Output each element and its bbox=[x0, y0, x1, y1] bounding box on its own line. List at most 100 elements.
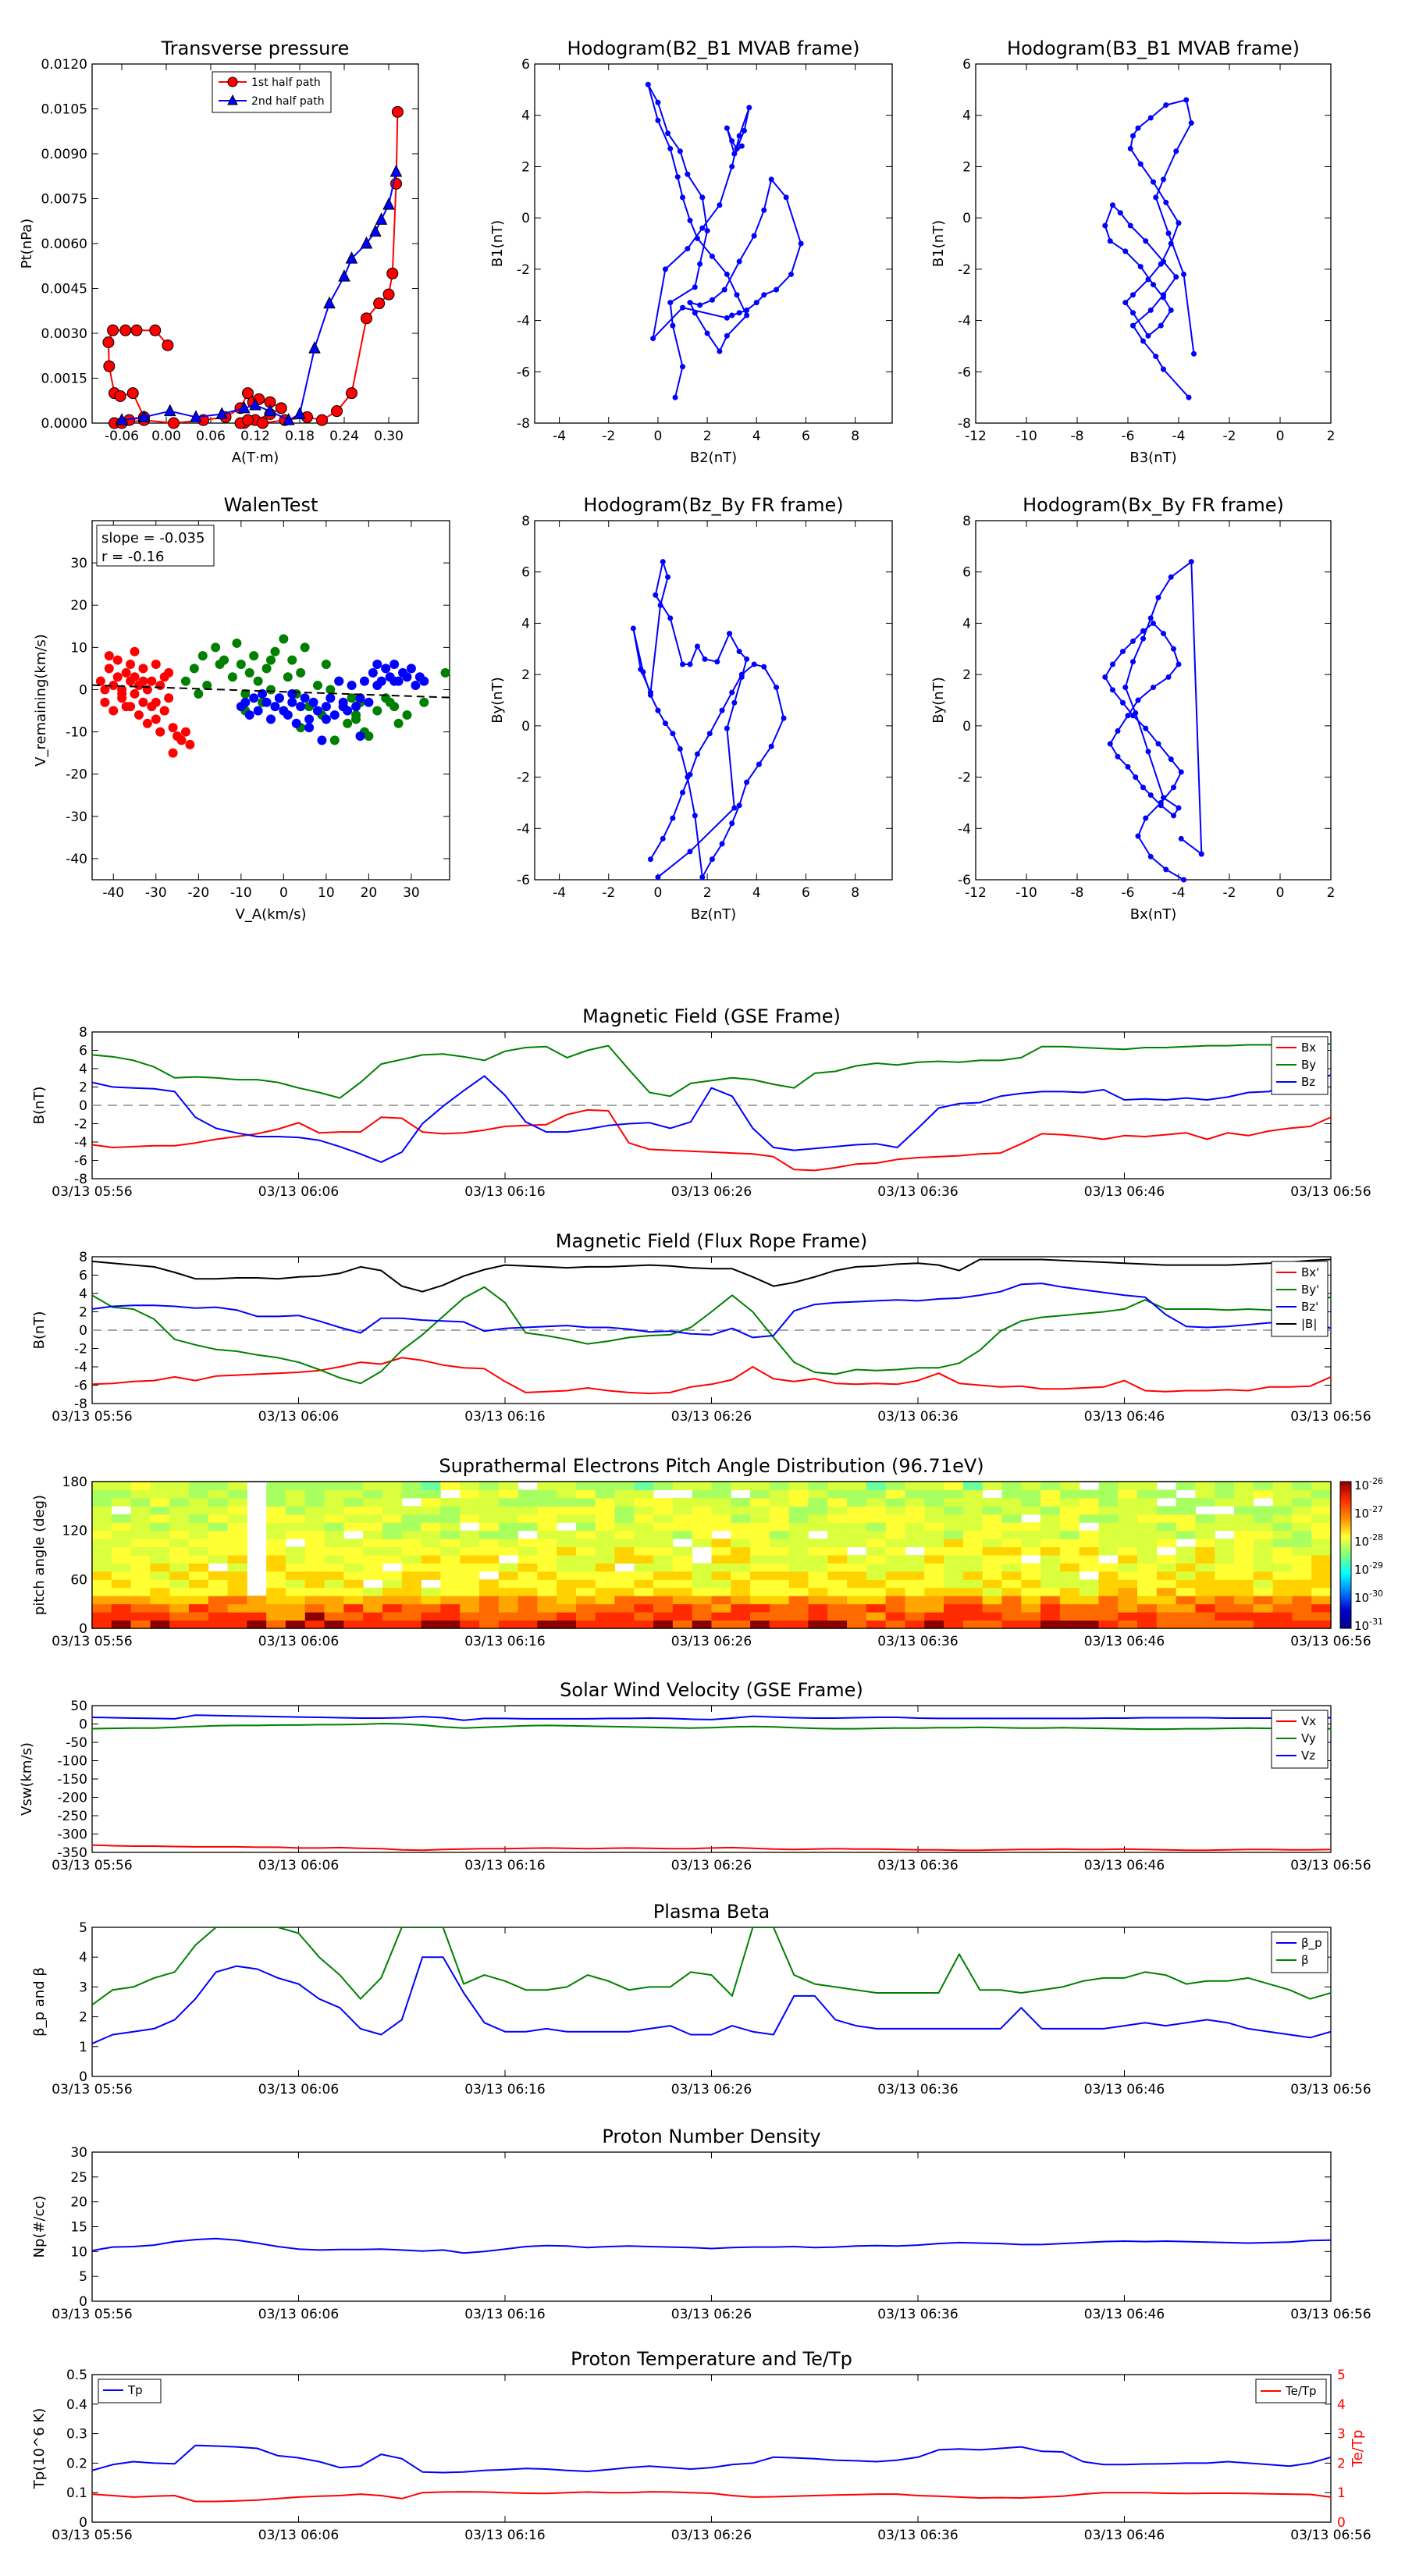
bgse-ytick-label: 6 bbox=[79, 1044, 87, 1059]
bgse-legend-label: Bz bbox=[1301, 1075, 1315, 1089]
pt-xtick-label: 0.06 bbox=[196, 429, 226, 444]
pad-cell bbox=[962, 1571, 984, 1580]
walen-point-green bbox=[393, 718, 404, 728]
pad-cell bbox=[92, 1514, 112, 1523]
h4-ytick-label: 8 bbox=[962, 514, 971, 529]
pad-cell bbox=[285, 1514, 306, 1523]
h1-hodogram-point bbox=[717, 202, 723, 208]
pad-cell bbox=[769, 1497, 790, 1507]
pad-cell bbox=[1195, 1563, 1215, 1572]
pad-cell bbox=[169, 1497, 190, 1507]
pad-cell bbox=[653, 1514, 674, 1523]
pt-ytick-label: 0.0090 bbox=[41, 147, 87, 162]
h3-hodogram-point bbox=[662, 720, 668, 727]
walen-point-red bbox=[108, 681, 119, 691]
pad-cell bbox=[421, 1506, 441, 1515]
h4-hodogram-point bbox=[1168, 756, 1174, 763]
pad-cell bbox=[92, 1539, 112, 1548]
pad-cell bbox=[575, 1546, 596, 1556]
walen-point-blue bbox=[372, 660, 382, 669]
pad-cell bbox=[401, 1506, 422, 1515]
walen-point-red bbox=[159, 706, 169, 716]
pt-point-circle bbox=[242, 414, 254, 426]
h1-xtick-label: -4 bbox=[553, 429, 566, 444]
pad-cell bbox=[1098, 1620, 1119, 1629]
pad-cell bbox=[208, 1579, 229, 1589]
pad-cell bbox=[982, 1563, 1002, 1572]
pad-cell bbox=[1234, 1603, 1254, 1613]
pt-title: Transverse pressure bbox=[161, 37, 350, 59]
pad-cell bbox=[227, 1612, 247, 1621]
pad-cell bbox=[401, 1571, 422, 1580]
pad-cell bbox=[150, 1571, 170, 1580]
vsw-series-Vx bbox=[92, 1844, 1331, 1852]
h2-hodogram-point bbox=[1102, 222, 1108, 229]
walen-point-red bbox=[104, 664, 114, 674]
h2-hodogram-point bbox=[1151, 179, 1156, 185]
h4-hodogram-point bbox=[1147, 853, 1154, 859]
pad-cell bbox=[692, 1506, 712, 1515]
pad-cell bbox=[1137, 1596, 1158, 1605]
h1-hodogram-point bbox=[680, 364, 686, 370]
pad-cell bbox=[1040, 1506, 1061, 1515]
beta-lines bbox=[92, 1927, 1331, 2044]
pad-cell bbox=[1156, 1563, 1177, 1572]
pad-cell bbox=[982, 1587, 1002, 1596]
pad-cell bbox=[1176, 1571, 1196, 1580]
pad-cell bbox=[498, 1489, 519, 1499]
pad-cell bbox=[1253, 1587, 1274, 1596]
beta-time-tick-label: 03/13 06:06 bbox=[258, 2082, 339, 2097]
pad-cell bbox=[788, 1546, 809, 1556]
h3-xtick-label: 6 bbox=[802, 885, 810, 901]
pad-cell bbox=[905, 1603, 925, 1613]
pad-frame-top bbox=[91, 1481, 1332, 1629]
pad-cell bbox=[498, 1522, 519, 1532]
bgse-series-Bx bbox=[92, 1108, 1331, 1172]
pad-cell bbox=[343, 1587, 364, 1596]
pad-cell bbox=[885, 1603, 905, 1613]
pad-cell bbox=[788, 1563, 809, 1572]
pad-cell bbox=[188, 1514, 209, 1523]
walen-ytick-label: 30 bbox=[70, 556, 87, 571]
pad-cell bbox=[885, 1530, 905, 1539]
h1-hodogram-point bbox=[744, 312, 750, 318]
pad-cell bbox=[188, 1482, 209, 1490]
h4-xlabel: Bx(nT) bbox=[1130, 906, 1176, 923]
pad-cell bbox=[1234, 1563, 1254, 1572]
pad-cell bbox=[324, 1579, 344, 1589]
h3-hodogram-point bbox=[736, 802, 742, 809]
pad-cell bbox=[1253, 1571, 1274, 1580]
pad-cell bbox=[382, 1482, 403, 1490]
pad-cell bbox=[1079, 1596, 1099, 1605]
pad-cell bbox=[460, 1482, 480, 1490]
h4-hodogram-point bbox=[1130, 638, 1136, 644]
pad-cell bbox=[1137, 1612, 1158, 1621]
h2-hodogram-point bbox=[1161, 294, 1166, 301]
pad-cell bbox=[169, 1546, 190, 1556]
pad-cell bbox=[285, 1620, 306, 1629]
h1-hodogram-point bbox=[699, 225, 706, 231]
walen-point-red bbox=[164, 693, 174, 703]
h3-hodogram-point bbox=[702, 656, 708, 662]
h4-ytick-label: 6 bbox=[962, 565, 971, 581]
pad-cell bbox=[363, 1482, 383, 1490]
pad-cell bbox=[1118, 1563, 1138, 1572]
pad-cell bbox=[634, 1546, 654, 1556]
tp-ytick-right-label: 4 bbox=[1337, 2397, 1346, 2413]
pad-cell bbox=[150, 1530, 170, 1539]
h2-hodogram-point bbox=[1130, 292, 1136, 298]
pad-cell bbox=[1176, 1482, 1196, 1490]
pt-point-circle bbox=[382, 288, 395, 301]
pad-cell bbox=[808, 1571, 828, 1580]
pt-xtick-label: -0.06 bbox=[105, 429, 139, 444]
pad-cell bbox=[1156, 1522, 1177, 1532]
pad-cell bbox=[343, 1603, 364, 1613]
pad-cell bbox=[1195, 1489, 1215, 1499]
pad-cell bbox=[1272, 1620, 1293, 1629]
pad-cell bbox=[1137, 1571, 1158, 1580]
pad-cell bbox=[169, 1587, 190, 1596]
pt-point-circle bbox=[257, 417, 269, 429]
pad-cell bbox=[1215, 1596, 1235, 1605]
pad-cell bbox=[537, 1563, 557, 1572]
